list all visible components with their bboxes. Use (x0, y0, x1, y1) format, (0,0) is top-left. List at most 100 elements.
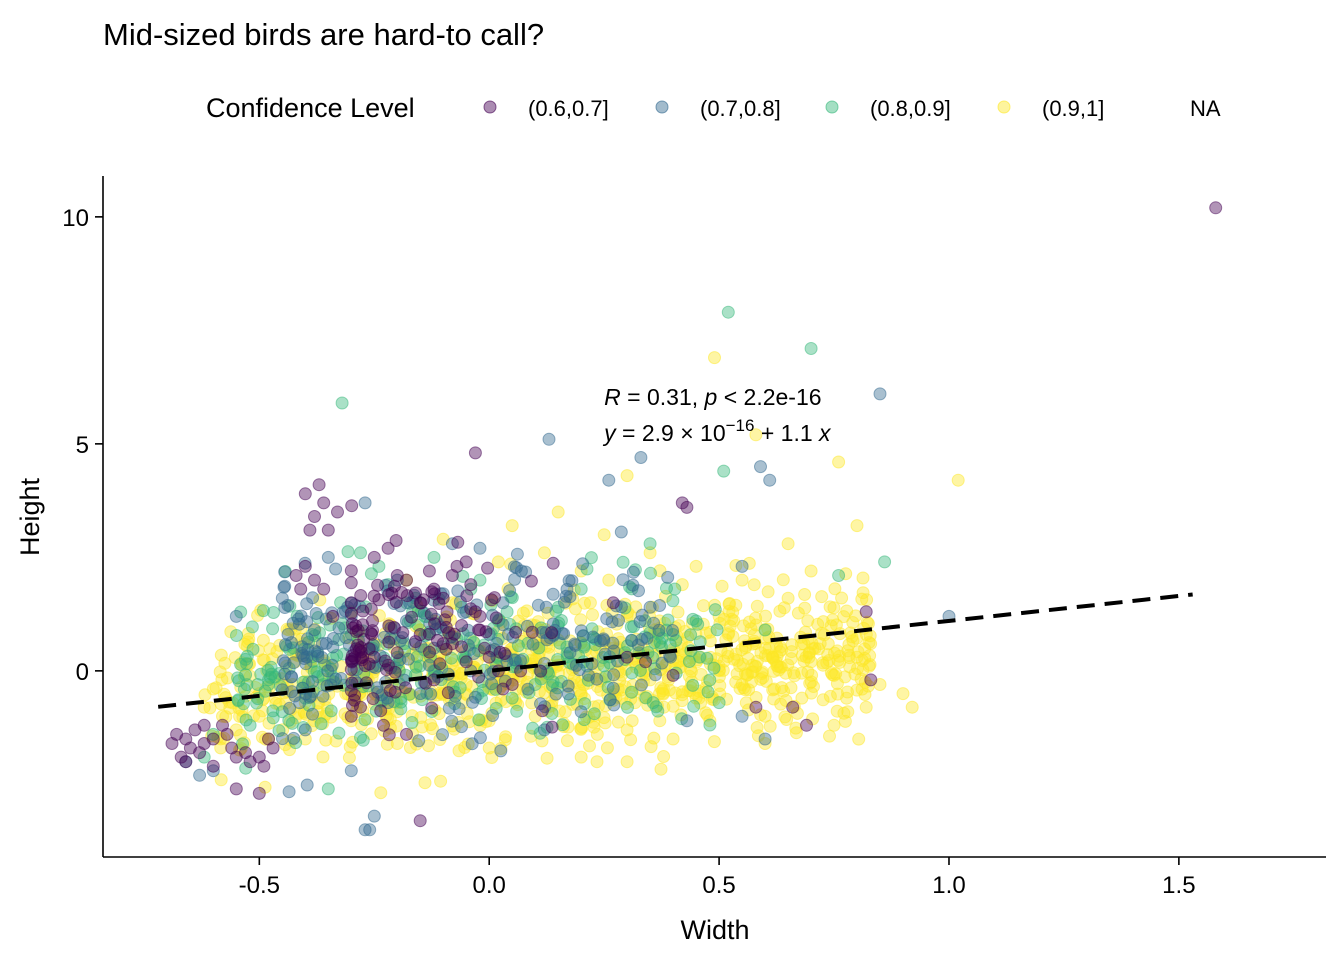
data-point (654, 762, 668, 776)
data-point (633, 615, 647, 629)
data-point (174, 750, 188, 764)
legend-label: (0.6,0.7] (528, 96, 609, 121)
data-point (377, 718, 390, 732)
data-point (717, 464, 731, 478)
data-point (279, 638, 292, 652)
data-point (206, 764, 220, 778)
data-point (214, 773, 228, 787)
data-point (590, 672, 604, 686)
data-point (779, 694, 793, 707)
data-point (675, 685, 689, 699)
data-point (252, 709, 266, 723)
data-point (405, 610, 419, 624)
data-point (394, 695, 408, 709)
data-point (726, 605, 740, 619)
data-point (838, 714, 852, 728)
data-point (873, 387, 887, 401)
data-point (689, 559, 703, 573)
data-point (293, 696, 307, 710)
chart-title: Mid-sized birds are hard-to call? (103, 17, 544, 52)
data-point (546, 556, 560, 570)
data-point (485, 751, 499, 764)
data-point (390, 737, 404, 750)
data-point (758, 641, 772, 655)
annot-r-label: R (604, 384, 621, 410)
data-point (289, 569, 303, 582)
data-point (643, 600, 657, 614)
data-point (846, 616, 860, 629)
data-point (335, 396, 349, 410)
data-point (321, 782, 335, 796)
data-point (750, 599, 764, 613)
data-point (339, 631, 353, 645)
data-point (239, 652, 252, 666)
legend-key (825, 100, 839, 114)
data-point (358, 713, 372, 727)
data-point (666, 628, 680, 641)
data-point (281, 598, 295, 612)
data-point (317, 496, 331, 510)
legend-entry: NA (1190, 96, 1221, 121)
data-point (715, 579, 729, 593)
data-point (482, 741, 496, 755)
data-point (390, 573, 404, 587)
data-point (625, 685, 638, 699)
data-point (468, 446, 482, 460)
data-point (712, 696, 726, 710)
data-point (344, 564, 358, 578)
data-point (878, 555, 892, 569)
data-point (482, 650, 496, 664)
data-point (354, 641, 368, 654)
data-point (287, 731, 301, 745)
data-point (197, 700, 211, 714)
data-point (319, 733, 333, 747)
data-point (348, 688, 362, 702)
data-point (425, 701, 439, 715)
data-point (345, 499, 359, 513)
data-point (390, 646, 404, 660)
data-point (276, 654, 290, 668)
data-point (319, 636, 333, 650)
data-point (546, 675, 560, 689)
data-point (214, 741, 228, 755)
data-point (784, 681, 798, 695)
data-point (505, 678, 519, 691)
data-point (206, 682, 220, 696)
data-point (464, 578, 478, 592)
data-point (366, 614, 379, 628)
data-point (448, 689, 462, 703)
data-point (653, 599, 667, 612)
data-point (758, 732, 772, 746)
data-point (830, 677, 844, 690)
data-point (666, 668, 680, 682)
annot-tail-text: + 1.1 (754, 420, 819, 446)
data-point (459, 655, 473, 669)
data-point (574, 705, 588, 719)
data-point (206, 732, 220, 746)
data-point (440, 605, 454, 619)
x-tick-label: 0.0 (473, 872, 506, 899)
data-point (396, 626, 410, 640)
data-point (461, 737, 475, 751)
data-point (777, 601, 791, 615)
data-point (560, 734, 574, 748)
data-point (409, 635, 422, 649)
data-point (574, 582, 588, 596)
data-point (427, 582, 441, 596)
data-point (614, 525, 628, 539)
data-point (801, 614, 815, 628)
data-point (424, 687, 438, 701)
data-point (611, 715, 625, 729)
data-point (216, 709, 229, 723)
data-point (458, 653, 471, 667)
data-point (382, 588, 396, 602)
data-point (341, 545, 355, 559)
data-point (802, 646, 816, 660)
data-point (231, 693, 245, 707)
data-point (229, 609, 243, 623)
data-point (367, 550, 381, 564)
data-point (206, 727, 220, 741)
data-point (307, 623, 321, 637)
data-point (864, 637, 878, 651)
data-point (761, 585, 775, 599)
